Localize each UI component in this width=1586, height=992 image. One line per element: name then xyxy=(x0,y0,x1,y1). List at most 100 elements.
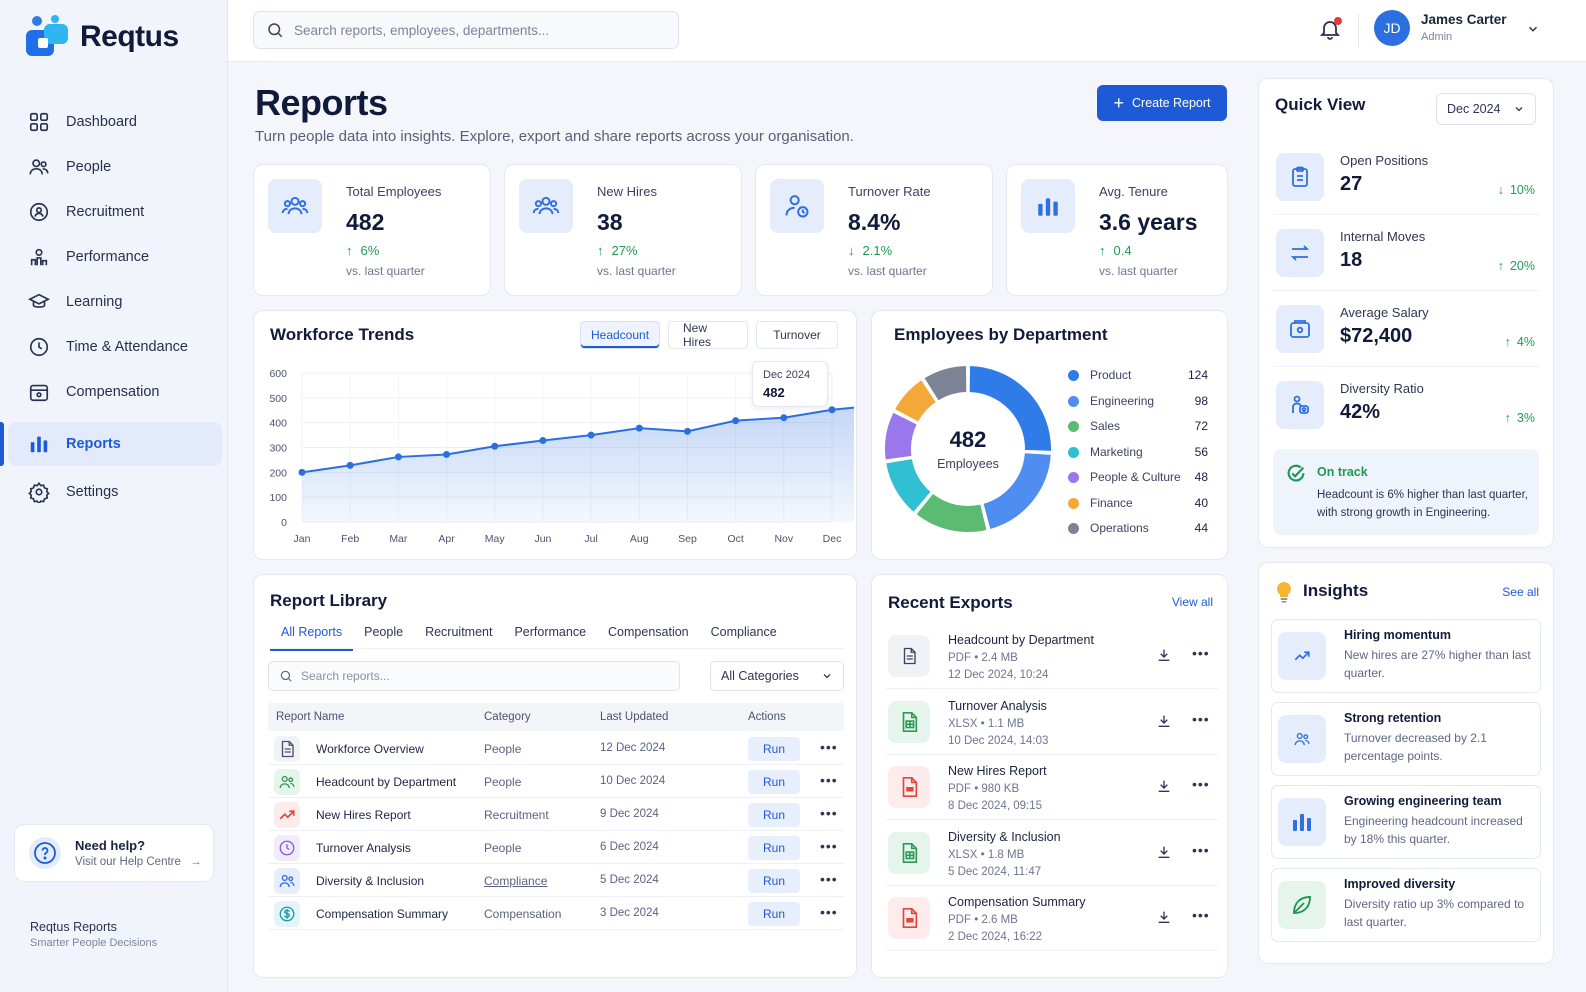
tab-compliance[interactable]: Compliance xyxy=(710,625,777,639)
logo[interactable]: Reqtus xyxy=(24,14,179,60)
global-search[interactable]: Search reports, employees, departments..… xyxy=(253,11,679,49)
insight-item[interactable]: Improved diversity Diversity ratio up 3% … xyxy=(1271,868,1541,942)
more-options-icon[interactable]: ••• xyxy=(820,871,838,887)
kpi-card-turnover-rate[interactable]: Turnover Rate 8.4% ↓ 2.1% vs. last quarte… xyxy=(755,164,993,296)
avatar[interactable]: JD xyxy=(1374,10,1410,46)
sidebar-item-learning[interactable]: Learning xyxy=(8,280,222,324)
export-name[interactable]: New Hires Report xyxy=(948,764,1047,778)
sidebar-item-reports[interactable]: Reports xyxy=(0,422,222,466)
tooltip-value: 482 xyxy=(763,385,785,400)
table-row[interactable]: Compensation Summary Compensation 3 Dec 20… xyxy=(268,898,844,930)
table-row[interactable]: Turnover Analysis People 6 Dec 2024 Run ••• xyxy=(268,832,844,864)
run-button[interactable]: Run xyxy=(748,737,800,761)
sidebar-item-time-attendance[interactable]: Time & Attendance xyxy=(8,325,222,369)
more-options-icon[interactable]: ••• xyxy=(1192,710,1210,727)
tab-all-reports[interactable]: All Reports xyxy=(270,621,354,651)
more-options-icon[interactable]: ••• xyxy=(1192,841,1210,858)
chevron-down-icon[interactable] xyxy=(1526,22,1540,39)
sidebar-item-compensation[interactable]: Compensation xyxy=(8,370,222,414)
quick-view-item[interactable]: Internal Moves 18 ↑ 20% xyxy=(1273,219,1539,291)
report-search-input[interactable]: Search reports... xyxy=(268,661,680,691)
sidebar-item-dashboard[interactable]: Dashboard xyxy=(8,100,222,144)
sidebar-item-people[interactable]: People xyxy=(8,145,222,189)
table-row[interactable]: Diversity & Inclusion Compliance 5 Dec 202… xyxy=(268,865,844,897)
table-row[interactable]: Headcount by Department People 10 Dec 2024… xyxy=(268,766,844,798)
quick-view-item[interactable]: Diversity Ratio 42% ↑ 3% xyxy=(1273,371,1539,443)
tab-recruitment[interactable]: Recruitment xyxy=(425,625,493,639)
more-options-icon[interactable]: ••• xyxy=(820,838,838,854)
export-item[interactable]: Headcount by Department PDF • 2.4 MB 12 De… xyxy=(886,625,1218,689)
more-options-icon[interactable]: ••• xyxy=(820,739,838,755)
quick-view-item[interactable]: Open Positions 27 ↓ 10% xyxy=(1273,143,1539,215)
sidebar-item-settings[interactable]: Settings xyxy=(8,470,222,514)
more-options-icon[interactable]: ••• xyxy=(820,904,838,920)
export-item[interactable]: New Hires Report PDF • 980 KB 8 Dec 2024, … xyxy=(886,756,1218,820)
export-date: 5 Dec 2024, 11:47 xyxy=(948,865,1042,878)
x-tick-label: Apr xyxy=(438,533,455,545)
user-name[interactable]: James Carter xyxy=(1421,12,1507,27)
kpi-card-avg-tenure[interactable]: Avg. Tenure 3.6 years ↑ 0.4 vs. last quar… xyxy=(1006,164,1228,296)
run-button[interactable]: Run xyxy=(748,770,800,794)
tab-compensation[interactable]: Compensation xyxy=(608,625,689,639)
table-row[interactable]: Workforce Overview People 12 Dec 2024 Run ••… xyxy=(268,733,844,765)
export-name[interactable]: Diversity & Inclusion xyxy=(948,829,1061,844)
more-options-icon[interactable]: ••• xyxy=(820,805,838,821)
download-icon[interactable] xyxy=(1156,713,1172,732)
export-name[interactable]: Turnover Analysis xyxy=(948,698,1047,713)
report-name[interactable]: New Hires Report xyxy=(316,808,411,822)
report-name[interactable]: Turnover Analysis xyxy=(316,841,411,855)
table-row[interactable]: New Hires Report Recruitment 9 Dec 2024 Run… xyxy=(268,799,844,831)
tab-new-hires[interactable]: New Hires xyxy=(668,321,748,349)
donut-slice-sales xyxy=(913,491,989,534)
insight-item[interactable]: Hiring momentum New hires are 27% higher … xyxy=(1271,619,1541,693)
download-icon[interactable] xyxy=(1156,844,1172,863)
export-name[interactable]: Headcount by Department xyxy=(948,633,1094,647)
arrow-down-icon: ↓ xyxy=(1497,183,1504,197)
see-all-insights-link[interactable]: See all xyxy=(1502,585,1539,599)
report-name[interactable]: Diversity & Inclusion xyxy=(316,874,425,888)
insight-text: Diversity ratio up 3% compared to last q… xyxy=(1344,897,1525,929)
kpi-card-total-employees[interactable]: Total Employees 482 ↑ 6% vs. last quarter xyxy=(253,164,491,296)
insight-item[interactable]: Growing engineering team Engineering head… xyxy=(1271,785,1541,859)
period-select[interactable]: Dec 2024 xyxy=(1436,93,1536,125)
report-name[interactable]: Workforce Overview xyxy=(316,742,424,756)
sidebar-item-performance[interactable]: Performance xyxy=(8,235,222,279)
more-options-icon[interactable]: ••• xyxy=(1192,645,1210,661)
document-icon xyxy=(888,635,930,677)
create-report-button[interactable]: + Create Report xyxy=(1097,85,1227,121)
more-options-icon[interactable]: ••• xyxy=(820,772,838,788)
help-card[interactable]: Need help? Visit our Help Centre → xyxy=(14,824,214,882)
more-options-icon[interactable]: ••• xyxy=(1192,776,1210,792)
kpi-card-new-hires[interactable]: New Hires 38 ↑ 27% vs. last quarter xyxy=(504,164,742,296)
run-button[interactable]: Run xyxy=(748,803,800,827)
export-item[interactable]: Compensation Summary PDF • 2.6 MB 2 Dec 20… xyxy=(886,887,1218,951)
export-item[interactable]: Diversity & Inclusion XLSX • 1.8 MB 5 Dec … xyxy=(886,822,1218,886)
run-button[interactable]: Run xyxy=(748,869,800,893)
legend-label: Engineering xyxy=(1090,393,1155,408)
tab-headcount[interactable]: Headcount xyxy=(580,321,660,349)
category-select[interactable]: All Categories xyxy=(710,661,844,691)
download-icon[interactable] xyxy=(1156,778,1172,797)
tab-performance[interactable]: Performance xyxy=(514,625,587,639)
view-all-exports-link[interactable]: View all xyxy=(1171,595,1213,609)
kpi-change-value: 6% xyxy=(360,243,380,258)
run-button[interactable]: Run xyxy=(748,902,800,926)
report-name[interactable]: Compensation Summary xyxy=(316,907,449,921)
quick-view-value: 42% xyxy=(1340,401,1381,423)
download-icon[interactable] xyxy=(1156,909,1172,928)
tab-people[interactable]: People xyxy=(364,625,404,639)
quick-view-item[interactable]: Average Salary $72,400 ↑ 4% xyxy=(1273,295,1539,367)
export-item[interactable]: Turnover Analysis XLSX • 1.1 MB 10 Dec 202… xyxy=(886,691,1218,755)
more-options-icon[interactable]: ••• xyxy=(1192,907,1210,923)
tab-turnover[interactable]: Turnover xyxy=(756,321,838,349)
x-tick-label: Jul xyxy=(584,533,597,545)
sidebar-item-recruitment[interactable]: Recruitment xyxy=(8,190,222,234)
download-icon[interactable] xyxy=(1156,647,1172,666)
run-button[interactable]: Run xyxy=(748,836,800,860)
search-input[interactable]: Search reports, employees, departments..… xyxy=(294,22,550,38)
insight-item[interactable]: Strong retention Turnover decreased by 2.… xyxy=(1271,702,1541,776)
export-name[interactable]: Compensation Summary xyxy=(948,895,1086,909)
notification-button[interactable] xyxy=(1318,17,1344,43)
report-name[interactable]: Headcount by Department xyxy=(316,775,457,789)
help-link[interactable]: Visit our Help Centre → xyxy=(75,856,202,868)
